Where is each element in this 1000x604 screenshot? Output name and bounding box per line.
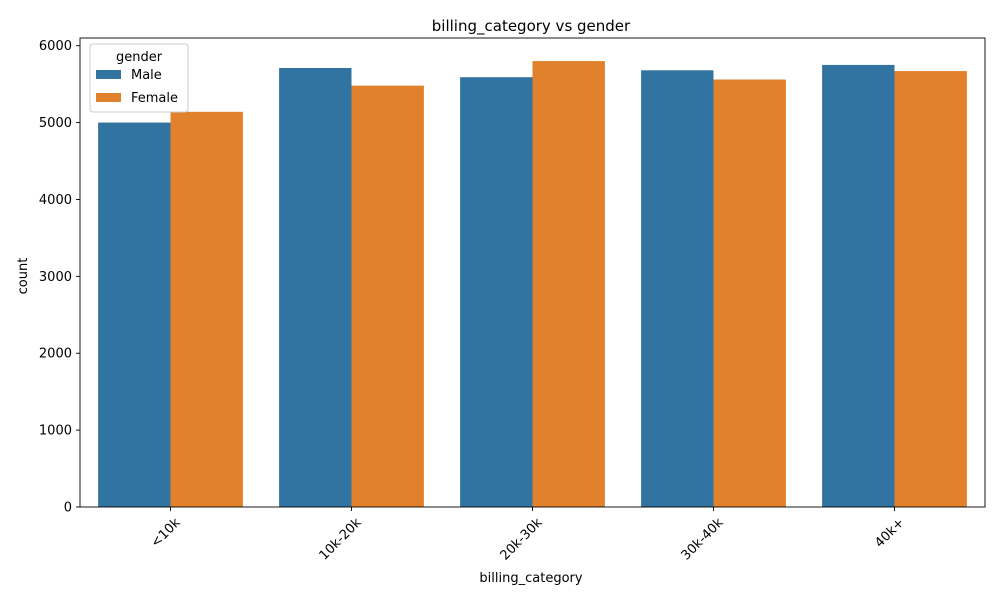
bar-female-40k [894, 71, 967, 507]
legend-swatch-female [96, 93, 121, 102]
legend-label-female: Female [131, 91, 178, 106]
y-tick-label: 5000 [39, 116, 72, 131]
bars-layer [98, 61, 967, 508]
legend-label-male: Male [131, 68, 162, 83]
y-tick-label: 3000 [39, 270, 72, 285]
y-axis-label: count [16, 258, 31, 295]
y-tick-label: 2000 [39, 347, 72, 362]
legend-title: gender [116, 50, 163, 65]
bar-male-30k-40k [641, 70, 714, 507]
x-axis-label: billing_category [479, 571, 582, 586]
legend: gender Male Female [89, 43, 189, 113]
bar-female-30k-40k [713, 79, 786, 507]
y-tick-label: 4000 [39, 193, 72, 208]
y-tick-label: 0 [64, 501, 72, 516]
x-tick-label-40k: 40k+ [872, 515, 907, 550]
x-tick-label-30k-40k: 30k-40k [679, 515, 727, 563]
y-tick-label: 6000 [39, 39, 72, 54]
bar-male-10k [98, 122, 171, 508]
bar-male-40k [822, 64, 895, 507]
x-tick-label-20k-30k: 20k-30k [498, 515, 546, 563]
y-tick-label: 1000 [39, 424, 72, 439]
x-tick-label-10k-20k: 10k-20k [317, 515, 365, 563]
bar-male-20k-30k [460, 77, 533, 507]
chart-title: billing_category vs gender [432, 17, 631, 36]
bar-male-10k-20k [279, 67, 352, 508]
bar-female-10k-20k [351, 85, 424, 507]
bar-female-20k-30k [532, 61, 605, 507]
legend-swatch-male [96, 70, 121, 79]
x-tick-label-10k: <10k [148, 515, 184, 551]
bar-female-10k [170, 111, 243, 507]
